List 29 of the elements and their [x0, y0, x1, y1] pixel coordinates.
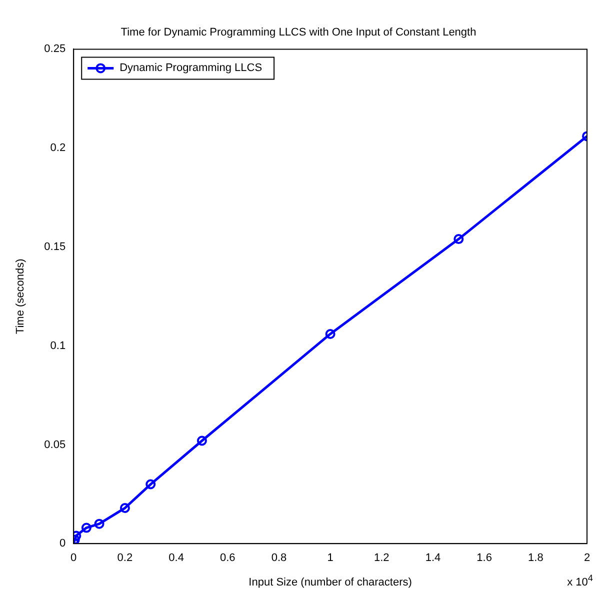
- point: [196, 436, 207, 446]
- x-tick-label: 0.8: [271, 552, 287, 564]
- x-axis-title: Input Size (number of characters): [248, 576, 412, 588]
- y-tick-label: 0.2: [50, 142, 66, 154]
- y-axis-title: Time (seconds): [14, 258, 27, 334]
- x-tick-label: 1.2: [374, 552, 390, 564]
- x-tick-label: 0: [70, 552, 77, 564]
- point: [81, 522, 92, 533]
- x-tick-label: 1.8: [528, 552, 544, 564]
- point: [120, 503, 130, 514]
- y-tick-label: 0.15: [44, 240, 66, 253]
- y-tick-label: 0.1: [50, 340, 66, 352]
- y-tick-label: 0.05: [44, 438, 66, 451]
- y-tick-label: 0: [59, 538, 66, 550]
- x-tick-label: 2: [584, 552, 590, 564]
- x-tick-label: 1.6: [476, 552, 492, 564]
- x-tick-label: 0.4: [168, 552, 184, 564]
- legend-label: Dynamic Programming LLCS: [120, 62, 262, 74]
- text: x 10$^{4}$: [567, 573, 593, 589]
- point: [325, 328, 336, 339]
- point: [94, 518, 104, 529]
- x-tick-label: 1.4: [425, 552, 441, 564]
- point: [146, 479, 156, 490]
- y-tick-label: 0.25: [44, 43, 66, 56]
- point: [454, 234, 464, 244]
- x-tick-label: 0.6: [220, 552, 236, 564]
- chart-title: Time for Dynamic Programming LLCS with One Input of Constant Length: [120, 26, 476, 39]
- x-tick-label: 1: [327, 552, 334, 564]
- x-tick-label: 0.2: [117, 552, 133, 564]
